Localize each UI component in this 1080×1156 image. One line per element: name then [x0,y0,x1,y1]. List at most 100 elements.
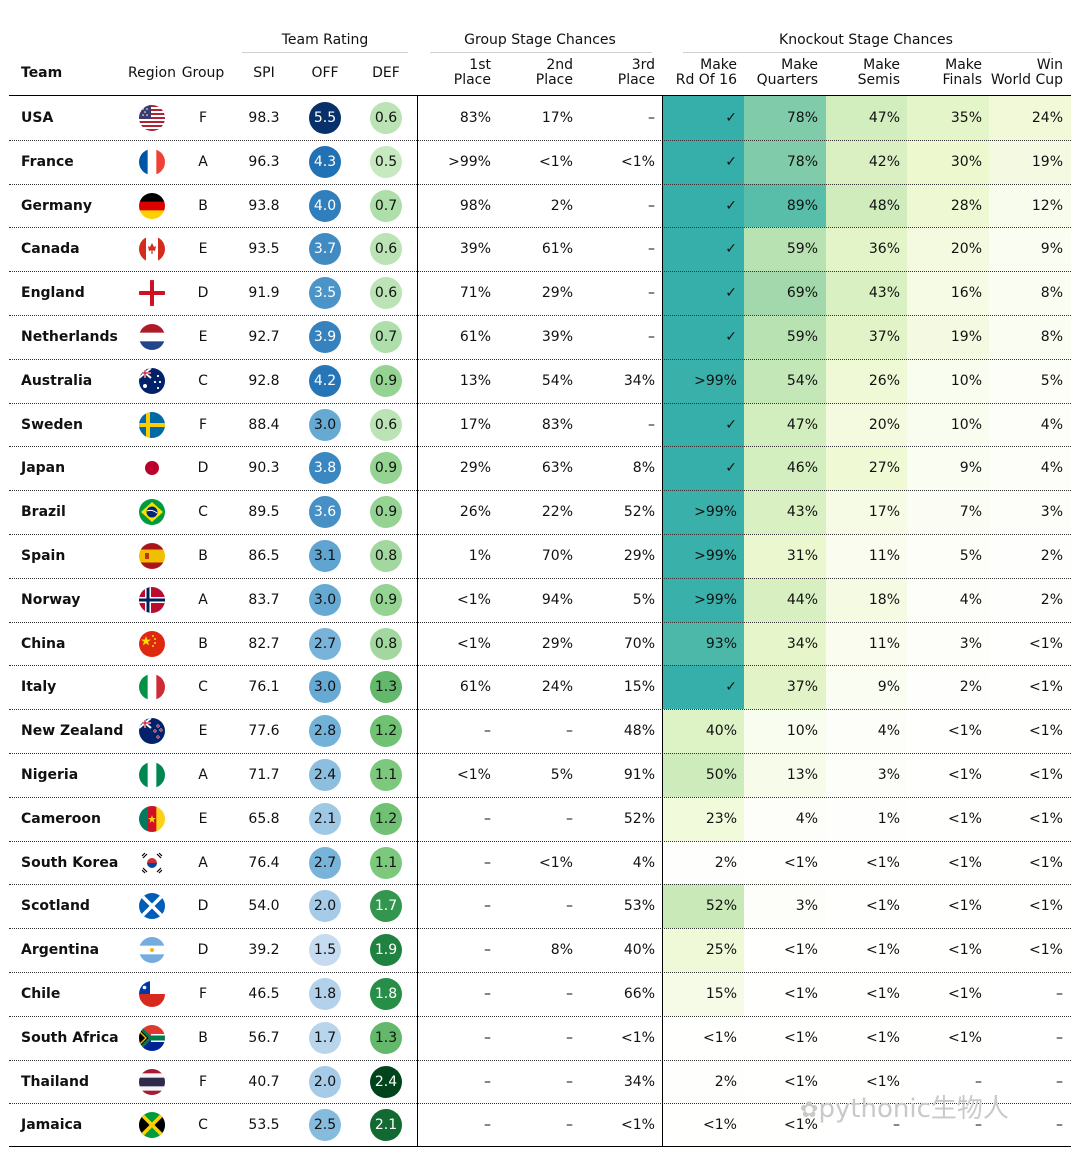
knockout-r16: 52% [705,898,737,915]
spi-value: 56.7 [248,1029,280,1046]
col-header-win-line2: World Cup [990,72,1063,88]
row-separator [9,139,1071,141]
knockout-win: <1% [1029,810,1063,827]
knockout-win: 5% [1040,372,1063,389]
ko-cell-qf [744,96,826,141]
ko-cell-final [907,753,989,798]
jamaica-flag [139,1112,165,1139]
group-stage-third: 91% [623,766,655,783]
south-korea-flag [139,849,165,876]
ko-cell-r16 [663,665,744,710]
knockout-sf: 37% [868,328,900,345]
knockout-qf: 31% [786,547,818,564]
group-letter: E [198,810,208,827]
off-bubble: 3.0 [309,583,341,616]
knockout-sf: 11% [868,635,900,652]
knockout-r16: 93% [705,635,737,652]
knockout-win: – [1056,1073,1063,1090]
row-separator [9,271,1071,273]
knockout-qf: <1% [784,985,818,1002]
knockout-win: <1% [1029,723,1063,740]
row-separator [9,577,1071,579]
col-header-second-line2: Place [535,72,573,88]
ko-cell-final [907,315,989,360]
spi-value: 92.8 [248,372,280,389]
knockout-r16: 2% [714,854,737,871]
ko-cell-r16 [663,796,744,842]
knockout-win: 4% [1040,460,1063,477]
def-bubble: 1.7 [370,890,402,923]
spi-value: 98.3 [248,109,280,126]
group-stage-third: – [648,197,655,214]
col-header-sf-line2: Semis [857,72,900,88]
ko-cell-sf [826,96,907,141]
def-bubble: 1.3 [370,1021,402,1054]
ko-cell-r16 [663,753,744,798]
off-bubble: 3.0 [309,408,341,441]
knockout-win: <1% [1029,766,1063,783]
group-stage-second: – [566,810,573,827]
knockout-r16: ✓ [725,197,737,214]
spi-value: 96.3 [248,153,280,170]
ko-cell-sf [826,1103,907,1148]
spi-value: 54.0 [248,898,280,915]
spi-value: 46.5 [248,985,280,1002]
knockout-r16: >99% [694,372,737,389]
spi-value: 82.7 [248,635,280,652]
knockout-final: – [975,1073,982,1090]
ko-cell-final [907,139,989,185]
spi-value: 83.7 [248,591,280,608]
group-stage-third: <1% [621,1029,655,1046]
knockout-qf: 47% [786,416,818,433]
group-stage-third: 29% [623,547,655,564]
team-name: Nigeria [21,766,79,783]
team-rating-underline [242,52,408,53]
knockout-sf: 17% [868,504,900,521]
ko-cell-final [907,928,989,973]
group-stage-first: <1% [457,635,491,652]
ko-cell-qf [744,577,826,623]
australia-flag [139,367,165,394]
knockout-win: 24% [1031,109,1063,126]
group-letter: A [198,153,208,170]
group-stage-second: 54% [541,372,573,389]
ko-cell-win [989,577,1071,623]
ko-cell-sf [826,1059,907,1104]
col-header-first-line1: 1st [469,57,491,73]
watermark: ✿pythonic生物人 [800,1088,1009,1125]
ko-cell-qf [744,665,826,710]
knockout-qf: 54% [786,372,818,389]
ko-cell-r16 [663,96,744,141]
ko-cell-r16 [663,534,744,579]
def-bubble: 0.5 [370,145,402,178]
knockout-qf: 34% [786,635,818,652]
england-flag [139,280,165,307]
team-name: Germany [21,197,93,214]
ko-cell-sf [826,709,907,754]
knockout-final: 5% [959,547,982,564]
knockout-qf: 3% [795,898,818,915]
ko-cell-sf [826,972,907,1017]
group-letter: D [197,460,209,477]
ko-cell-win [989,621,1071,666]
knockout-final: <1% [948,854,982,871]
group-stage-first: – [484,1029,491,1046]
spi-value: 40.7 [248,1073,280,1090]
ko-cell-qf [744,1015,826,1061]
group-letter: C [198,679,208,696]
group-stage-second: <1% [539,854,573,871]
group-letter: B [198,635,208,652]
ko-cell-qf [744,796,826,842]
row-separator [9,972,1071,973]
def-bubble: 0.6 [370,408,402,441]
group-stage-second: 61% [541,241,573,258]
thailand-flag [139,1068,165,1095]
knockout-sf: 9% [877,679,900,696]
group-letter: C [198,372,208,389]
knockout-win: – [1056,1117,1063,1134]
off-bubble: 4.0 [309,189,341,222]
col-header-qf-line1: Make [781,57,818,73]
def-bubble: 1.2 [370,802,402,835]
team-name: Australia [21,372,93,389]
ko-cell-sf [826,227,907,272]
